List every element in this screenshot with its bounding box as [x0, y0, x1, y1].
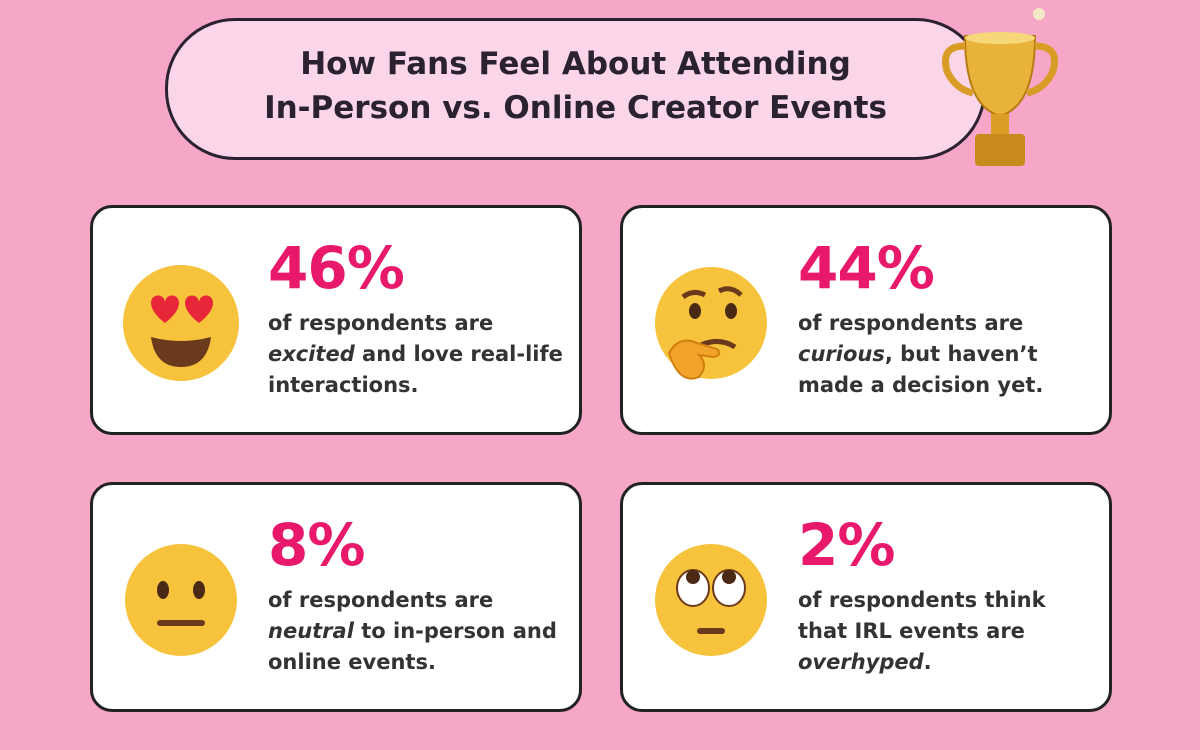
stat-card: 8% of respondents are neutral to in-pers…: [90, 482, 582, 712]
emphasis: neutral: [268, 619, 354, 643]
eye-roll-emoji: [655, 544, 767, 656]
heart-eyes-emoji: [123, 265, 239, 381]
stat-card: 2% of respondents think that IRL events …: [620, 482, 1112, 712]
percent: 8%: [268, 511, 365, 579]
emphasis: excited: [268, 342, 355, 366]
title-line: In-Person vs. Online Creator Events: [264, 90, 887, 126]
percent: 44%: [798, 234, 935, 302]
emphasis: curious: [798, 342, 885, 366]
description: of respondents think that IRL events are…: [798, 585, 1098, 678]
description: of respondents are curious, but haven’t …: [798, 308, 1098, 401]
emphasis: overhyped: [798, 650, 924, 674]
text: , but haven’t made a decision yet.: [798, 342, 1044, 397]
title: How Fans Feel About Attending In-Person …: [165, 42, 986, 130]
text: to in-person and online events.: [268, 619, 557, 674]
text: of respondents are: [268, 311, 494, 335]
percent: 46%: [268, 234, 405, 302]
text: and love real-life interactions.: [268, 342, 563, 397]
stat-card: 46% of respondents are excited and love …: [90, 205, 582, 435]
text: of respondents are: [798, 311, 1024, 335]
text: .: [923, 650, 932, 674]
thinking-emoji: [655, 267, 767, 380]
description: of respondents are neutral to in-person …: [268, 585, 568, 678]
title-line: How Fans Feel About Attending: [300, 46, 851, 82]
title-banner: [165, 18, 986, 160]
trophy-icon: [942, 8, 1058, 166]
description: of respondents are excited and love real…: [268, 308, 568, 401]
text: of respondents think that IRL events are: [798, 588, 1046, 643]
percent: 2%: [798, 511, 895, 579]
neutral-emoji: [125, 544, 237, 656]
stat-card: 44% of respondents are curious, but have…: [620, 205, 1112, 435]
text: of respondents are: [268, 588, 494, 612]
